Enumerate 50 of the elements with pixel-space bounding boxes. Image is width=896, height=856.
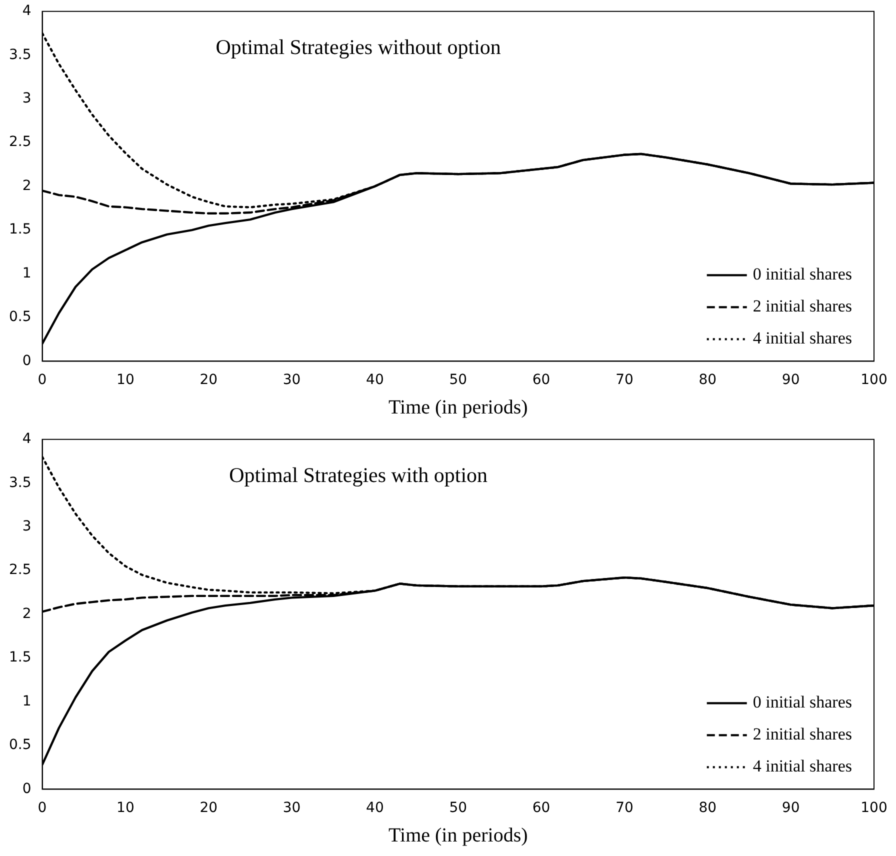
y-tick-label: 3 bbox=[22, 518, 32, 534]
x-tick-label: 40 bbox=[366, 372, 384, 388]
x-tick-label: 90 bbox=[782, 800, 800, 816]
legend-label: 4 initial shares bbox=[752, 328, 852, 348]
y-tick-label: 2.5 bbox=[9, 562, 32, 578]
y-tick-label: 1.5 bbox=[9, 222, 32, 238]
x-tick-label: 70 bbox=[616, 800, 634, 816]
x-tick-label: 50 bbox=[449, 800, 468, 816]
x-tick-label: 100 bbox=[860, 800, 888, 816]
y-tick-label: 3.5 bbox=[9, 46, 32, 63]
y-tick-label: 0 bbox=[22, 352, 32, 369]
legend-label: 2 initial shares bbox=[752, 296, 852, 316]
text: Optimal Strategies with option bbox=[229, 462, 488, 487]
y-tick-label: 2 bbox=[22, 606, 32, 622]
y-tick-label: 2.5 bbox=[9, 134, 32, 150]
y-tick-label: 0.5 bbox=[9, 737, 32, 754]
x-tick-label: 0 bbox=[38, 800, 47, 816]
x-tick-label: 60 bbox=[532, 372, 550, 388]
x-tick-label: 10 bbox=[116, 800, 134, 816]
x-tick-label: 50 bbox=[449, 372, 468, 388]
x-axis-title: Time (in periods) bbox=[388, 396, 528, 418]
y-tick-label: 2 bbox=[22, 178, 32, 194]
x-tick-label: 90 bbox=[782, 372, 800, 388]
y-tick-label: 1 bbox=[22, 693, 32, 710]
x-tick-label: 30 bbox=[282, 372, 301, 388]
legend-label: 0 initial shares bbox=[752, 692, 852, 712]
y-tick-label: 3 bbox=[22, 90, 32, 106]
x-tick-label: 10 bbox=[116, 372, 134, 388]
x-tick-label: 20 bbox=[200, 800, 218, 816]
x-tick-label: 80 bbox=[698, 372, 717, 388]
y-tick-label: 0 bbox=[22, 780, 32, 797]
x-tick-label: 30 bbox=[282, 800, 301, 816]
y-tick-label: 4 bbox=[22, 431, 32, 448]
legend-label: 2 initial shares bbox=[752, 724, 852, 744]
y-tick-label: 3.5 bbox=[9, 474, 32, 491]
y-tick-label: 4 bbox=[22, 3, 32, 20]
y-tick-label: 1.5 bbox=[9, 650, 32, 666]
x-tick-label: 20 bbox=[200, 372, 218, 388]
x-axis-title: Time (in periods) bbox=[388, 824, 528, 846]
text: Optimal Strategies without option bbox=[216, 34, 502, 59]
x-tick-label: 60 bbox=[532, 800, 550, 816]
x-tick-label: 70 bbox=[616, 372, 634, 388]
x-tick-label: 40 bbox=[366, 800, 384, 816]
y-tick-label: 0.5 bbox=[9, 309, 32, 326]
legend-label: 0 initial shares bbox=[752, 264, 852, 284]
legend-label: 4 initial shares bbox=[752, 756, 852, 776]
x-tick-label: 0 bbox=[38, 372, 47, 388]
x-tick-label: 100 bbox=[860, 372, 888, 388]
y-tick-label: 1 bbox=[22, 265, 32, 282]
x-tick-label: 80 bbox=[698, 800, 717, 816]
